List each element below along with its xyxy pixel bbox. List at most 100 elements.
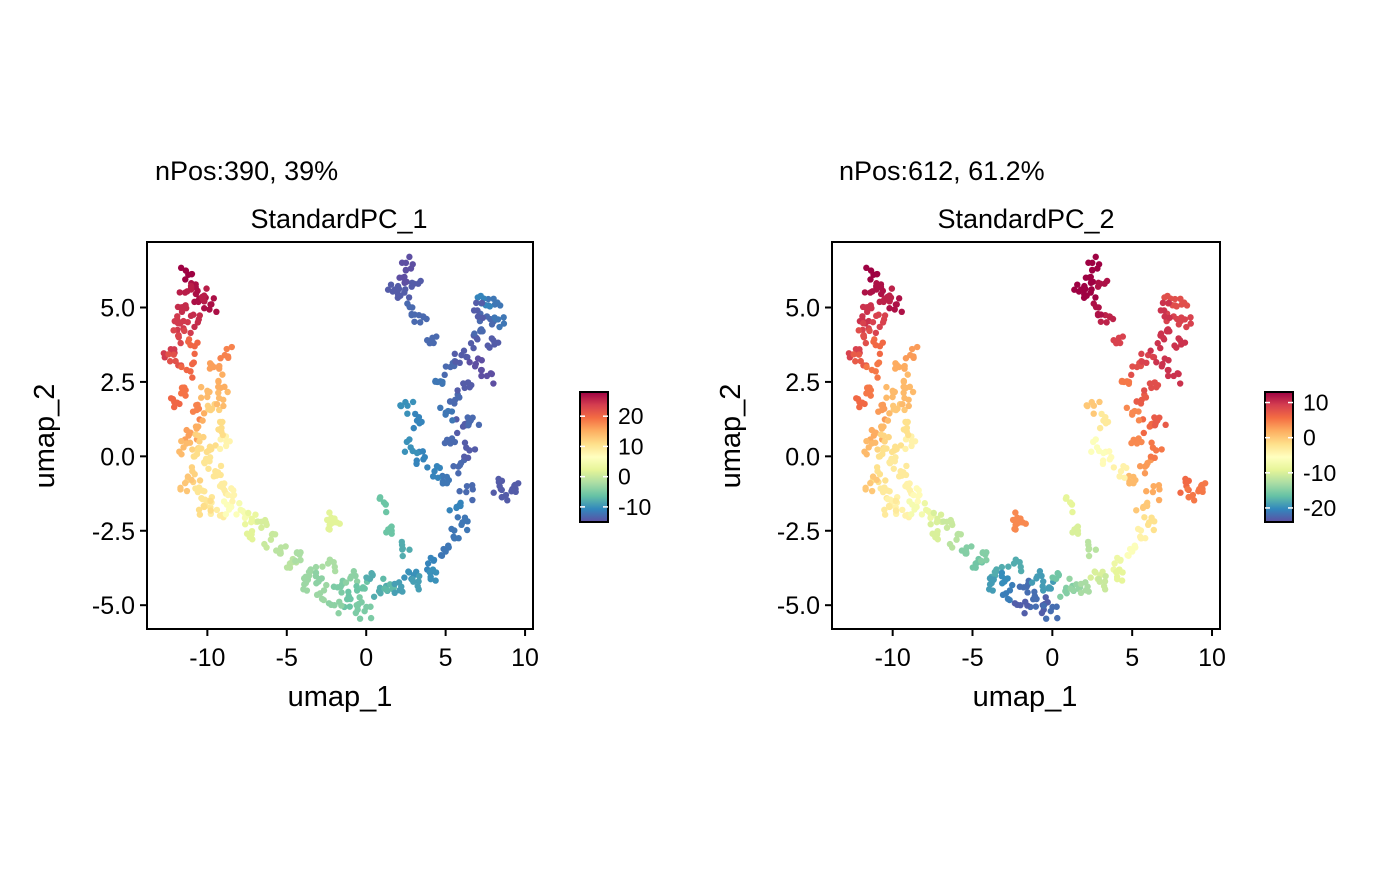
data-point xyxy=(1095,575,1103,583)
data-point xyxy=(1157,344,1164,352)
data-point xyxy=(1082,285,1089,293)
data-point xyxy=(1022,520,1029,527)
data-point xyxy=(877,290,885,298)
data-point xyxy=(185,432,192,439)
data-point xyxy=(504,497,511,504)
data-point xyxy=(191,323,198,331)
data-point xyxy=(201,488,208,495)
data-point xyxy=(1141,470,1149,477)
data-point xyxy=(388,530,395,537)
data-point xyxy=(397,292,404,299)
data-point xyxy=(383,587,390,594)
data-point xyxy=(880,432,887,439)
data-point xyxy=(228,485,235,492)
data-point xyxy=(1110,464,1118,471)
data-point xyxy=(1097,318,1105,325)
data-point xyxy=(167,395,175,402)
data-point xyxy=(434,474,442,481)
colorbar xyxy=(1264,391,1294,523)
y-tick-label: 0.0 xyxy=(100,443,135,471)
data-point xyxy=(1183,302,1191,309)
data-point xyxy=(1145,519,1153,526)
data-point xyxy=(222,442,230,450)
data-point xyxy=(1090,410,1097,417)
y-axis-label: umap_2 xyxy=(715,384,747,489)
data-point xyxy=(1042,615,1050,622)
data-point xyxy=(470,307,478,314)
data-point xyxy=(224,353,232,360)
data-point xyxy=(1103,319,1110,326)
data-point xyxy=(197,445,205,452)
data-point xyxy=(1083,292,1090,299)
data-point xyxy=(466,359,473,366)
x-tick-label: -10 xyxy=(875,644,911,672)
data-point xyxy=(871,336,878,343)
data-point xyxy=(463,482,471,490)
data-point xyxy=(183,487,191,495)
data-point xyxy=(1130,473,1137,481)
data-point xyxy=(875,453,883,460)
data-point xyxy=(1133,440,1141,447)
data-point xyxy=(190,359,197,366)
data-point xyxy=(189,446,196,453)
data-point xyxy=(1012,509,1019,516)
data-point xyxy=(166,358,174,365)
data-point xyxy=(303,587,311,594)
data-point xyxy=(1185,494,1192,501)
data-point xyxy=(498,477,506,485)
data-point xyxy=(889,393,896,401)
data-point xyxy=(196,511,204,518)
data-point xyxy=(873,464,881,471)
data-point xyxy=(213,472,220,479)
data-point xyxy=(399,588,406,595)
data-point xyxy=(220,498,228,505)
data-point xyxy=(1115,334,1123,342)
data-point xyxy=(416,572,423,580)
data-point xyxy=(405,294,413,301)
data-point xyxy=(488,335,495,342)
data-point xyxy=(460,347,468,354)
data-point xyxy=(442,363,450,370)
data-point xyxy=(404,410,411,417)
data-point xyxy=(433,462,441,470)
data-point xyxy=(886,305,893,312)
data-point xyxy=(887,496,894,503)
data-point xyxy=(348,573,355,580)
data-point xyxy=(206,458,213,465)
data-point xyxy=(1162,421,1169,429)
data-point xyxy=(869,288,876,295)
data-point xyxy=(898,308,905,316)
data-point xyxy=(1150,526,1158,534)
data-point xyxy=(893,301,900,308)
data-point xyxy=(918,511,926,518)
data-point xyxy=(1004,595,1012,603)
y-axis-ticks: -5.0 -2.5 0.0 2.5 5.0 xyxy=(777,294,832,620)
data-point xyxy=(943,524,951,531)
data-point xyxy=(401,448,409,455)
data-point xyxy=(901,394,908,402)
data-point xyxy=(892,443,899,450)
data-point xyxy=(409,398,417,406)
data-point xyxy=(1075,288,1083,295)
data-point xyxy=(459,519,466,526)
data-point xyxy=(908,345,916,353)
data-point xyxy=(330,583,338,590)
data-point xyxy=(1133,507,1140,514)
data-point xyxy=(878,401,885,409)
data-point xyxy=(1184,486,1191,493)
data-point xyxy=(884,293,891,301)
data-point xyxy=(239,507,246,515)
data-point xyxy=(1088,267,1096,274)
data-point xyxy=(1069,508,1076,516)
data-point xyxy=(463,444,470,451)
data-point xyxy=(195,506,203,514)
data-point xyxy=(867,392,874,399)
data-point xyxy=(1165,299,1172,307)
data-point xyxy=(408,310,415,318)
data-point xyxy=(890,465,897,472)
data-point xyxy=(863,437,870,445)
data-point xyxy=(999,591,1007,599)
data-point xyxy=(326,526,333,533)
data-point xyxy=(411,318,418,325)
